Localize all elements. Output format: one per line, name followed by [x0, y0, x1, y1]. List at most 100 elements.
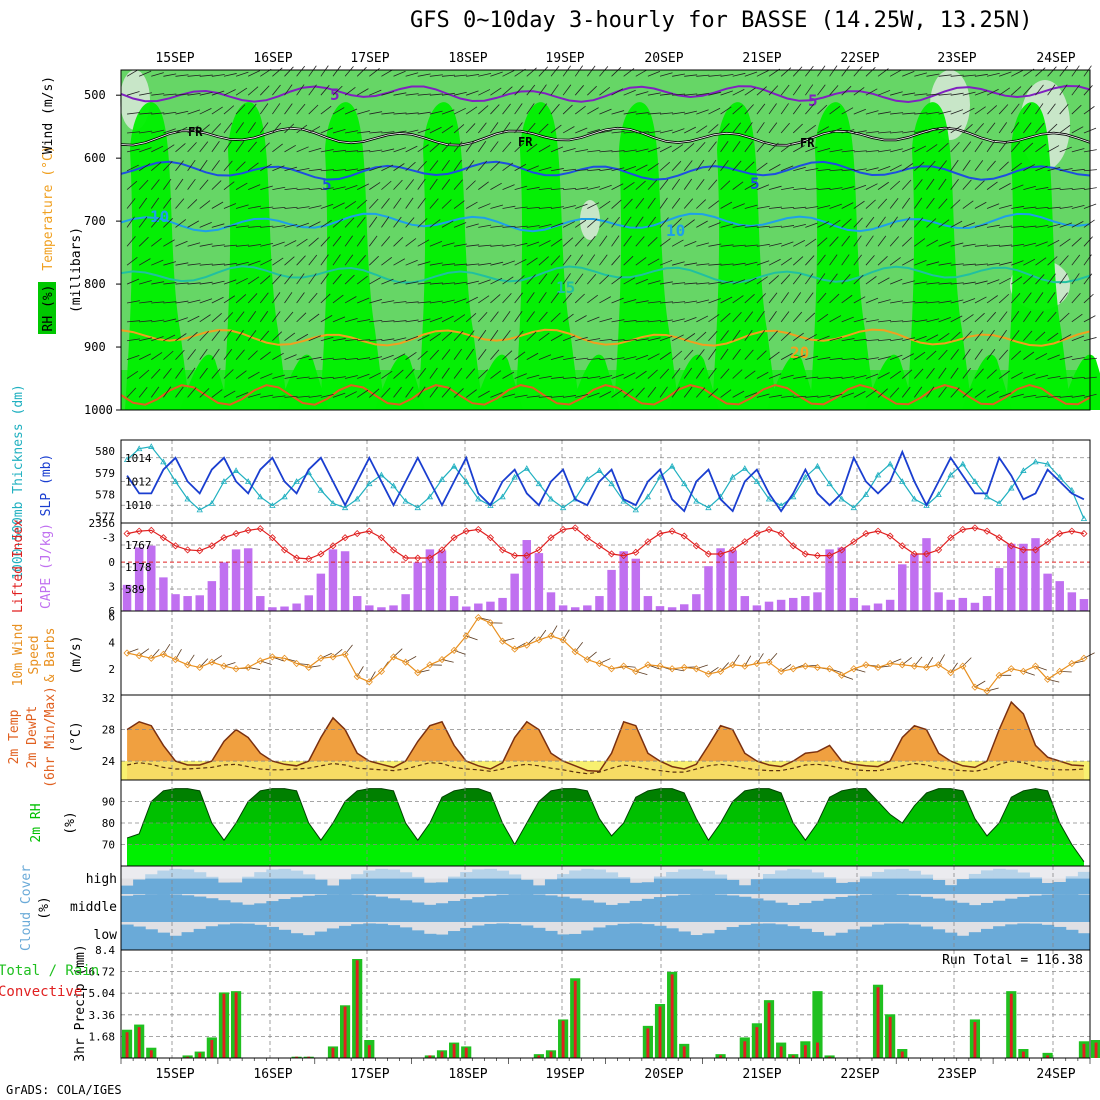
wind-barb	[550, 334, 563, 342]
wind-barb	[211, 296, 224, 304]
wind-barb	[1047, 239, 1060, 247]
wind-barb	[526, 165, 539, 172]
wind-barb	[236, 225, 250, 228]
wind10m-marker	[208, 658, 216, 666]
wind-barb	[938, 332, 950, 342]
cloud-cell	[787, 905, 800, 922]
wind-barb	[902, 337, 915, 342]
cloud-cell	[968, 932, 982, 950]
wind-barb	[780, 352, 793, 360]
precip-conv-bar	[573, 980, 577, 1058]
wind10m-barb	[1023, 670, 1035, 676]
thickness-marker	[366, 480, 373, 487]
wind-barb	[999, 392, 1012, 398]
precip-conv-bar	[137, 1027, 141, 1058]
wind-barb	[938, 282, 952, 285]
cape-bar	[1007, 543, 1016, 611]
wind-barb	[926, 93, 940, 96]
cloud-cell	[847, 895, 861, 922]
wind-barb	[696, 159, 705, 171]
li-marker	[196, 547, 204, 555]
wind-barb	[1059, 206, 1073, 209]
wind-barb	[817, 237, 828, 247]
wind-barb	[441, 349, 451, 360]
wind-barb	[1047, 103, 1056, 115]
cloud-cell	[375, 923, 388, 950]
cloud-cell	[193, 896, 207, 922]
wind-barb	[575, 336, 588, 342]
cloud-cell	[460, 898, 473, 922]
wind-barb	[611, 319, 625, 323]
wind-barb	[1071, 65, 1080, 77]
wind-barb	[756, 330, 766, 341]
wind-barb	[1023, 164, 1035, 172]
wind-barb	[332, 85, 343, 96]
wind-barb	[296, 103, 306, 115]
wind-barb	[199, 91, 213, 96]
wind-barb	[889, 236, 899, 247]
wind-barb	[211, 280, 225, 285]
ytick-label: 500	[84, 88, 106, 102]
wind-barb	[732, 279, 746, 285]
thickness-tick: 579	[95, 467, 115, 480]
cloud-cell	[629, 882, 643, 894]
wind-barb	[574, 273, 584, 285]
wind10m-marker	[486, 619, 494, 627]
cloud-cell	[423, 882, 437, 894]
wind-barb	[211, 201, 224, 209]
wind-barb	[926, 128, 939, 134]
wind-barb	[1023, 185, 1037, 191]
wind-barb	[938, 386, 947, 398]
wind-barb	[768, 292, 778, 304]
wind-barb	[623, 131, 637, 134]
wind-barb	[296, 206, 310, 209]
wind10m-marker	[498, 637, 507, 645]
wind-barb	[248, 70, 261, 77]
cloud-cell	[714, 874, 728, 894]
precip-conv-label: Convective	[0, 984, 82, 1000]
cloud-cell	[1029, 923, 1043, 950]
precip-label: 3hr Precip (mm)	[73, 944, 88, 1061]
cloud-cell	[932, 879, 946, 894]
wind-barb	[163, 318, 177, 323]
date-label-top: 21SEP	[742, 51, 781, 66]
cloud-cell	[569, 933, 582, 950]
precip-conv-bar	[537, 1055, 541, 1058]
cloud-cell	[884, 923, 897, 950]
wind-barb	[1023, 103, 1032, 115]
wind-barb	[938, 367, 947, 379]
isotherm-label: 5	[330, 85, 340, 104]
cape-bar	[595, 596, 604, 611]
wind-barb	[817, 65, 826, 77]
wind-barb	[393, 369, 404, 379]
wind-barb	[805, 312, 816, 323]
wind-barb	[538, 332, 550, 342]
wind-barb	[732, 160, 742, 172]
cloud-cell	[750, 923, 764, 950]
wind-barb	[126, 148, 140, 153]
wind-barb	[345, 168, 359, 172]
wind-barb	[1010, 311, 1020, 323]
wind-barb	[211, 141, 220, 153]
wind10m-marker	[171, 655, 180, 664]
cloud-cell	[726, 927, 740, 950]
li-marker	[184, 546, 192, 554]
wind-barb	[247, 122, 256, 134]
cloud-cell	[993, 900, 1006, 922]
wind-barb	[1059, 84, 1068, 96]
wind-barb	[562, 147, 576, 153]
cloud-cell	[980, 902, 994, 922]
wind-barb	[211, 106, 223, 115]
wind-barb	[490, 329, 499, 341]
cloud-cell	[205, 926, 219, 950]
wind-barb	[793, 375, 807, 379]
cape-bar	[970, 602, 980, 611]
wind-barb	[756, 243, 770, 247]
wind-barb	[538, 103, 547, 115]
wind10m-marker	[704, 670, 713, 678]
wind-barb	[562, 292, 572, 304]
cloud-cell	[738, 885, 752, 894]
wind-barb	[247, 86, 259, 96]
wind-barb	[284, 354, 297, 360]
cloud-cell	[157, 894, 170, 922]
